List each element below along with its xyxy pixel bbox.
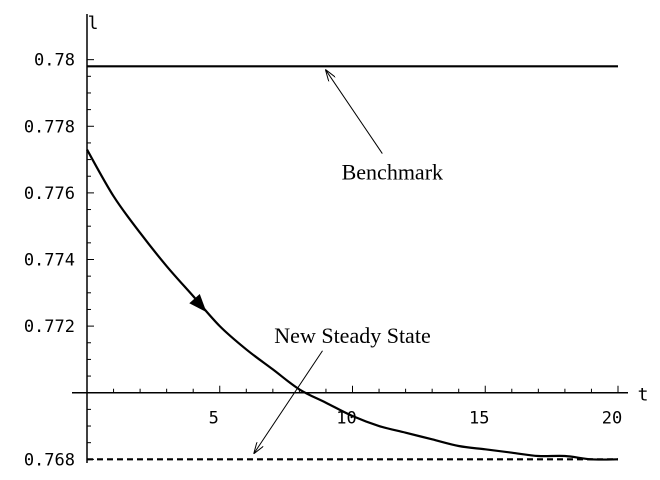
y-tick-label: 0.776 bbox=[24, 184, 75, 204]
x-tick-label: 15 bbox=[469, 409, 489, 429]
annotation-arrow bbox=[326, 70, 383, 154]
annotation-label: Benchmark bbox=[342, 160, 443, 185]
y-tick-label: 0.768 bbox=[24, 450, 75, 470]
y-tick-label: 0.778 bbox=[24, 117, 75, 137]
annotation-arrow bbox=[254, 350, 323, 453]
direction-arrowhead bbox=[189, 293, 207, 313]
annotation-label: New Steady State bbox=[274, 323, 430, 348]
x-tick-label: 20 bbox=[602, 409, 622, 429]
y-tick-label: 0.78 bbox=[34, 51, 75, 71]
y-tick-label: 0.774 bbox=[24, 250, 75, 270]
y-axis-title: l bbox=[88, 13, 99, 34]
y-tick-label: 0.772 bbox=[24, 317, 75, 337]
x-tick-label: 10 bbox=[336, 409, 356, 429]
series-line-1 bbox=[86, 149, 619, 461]
x-tick-label: 5 bbox=[209, 409, 219, 429]
x-axis-title: t bbox=[638, 385, 649, 406]
